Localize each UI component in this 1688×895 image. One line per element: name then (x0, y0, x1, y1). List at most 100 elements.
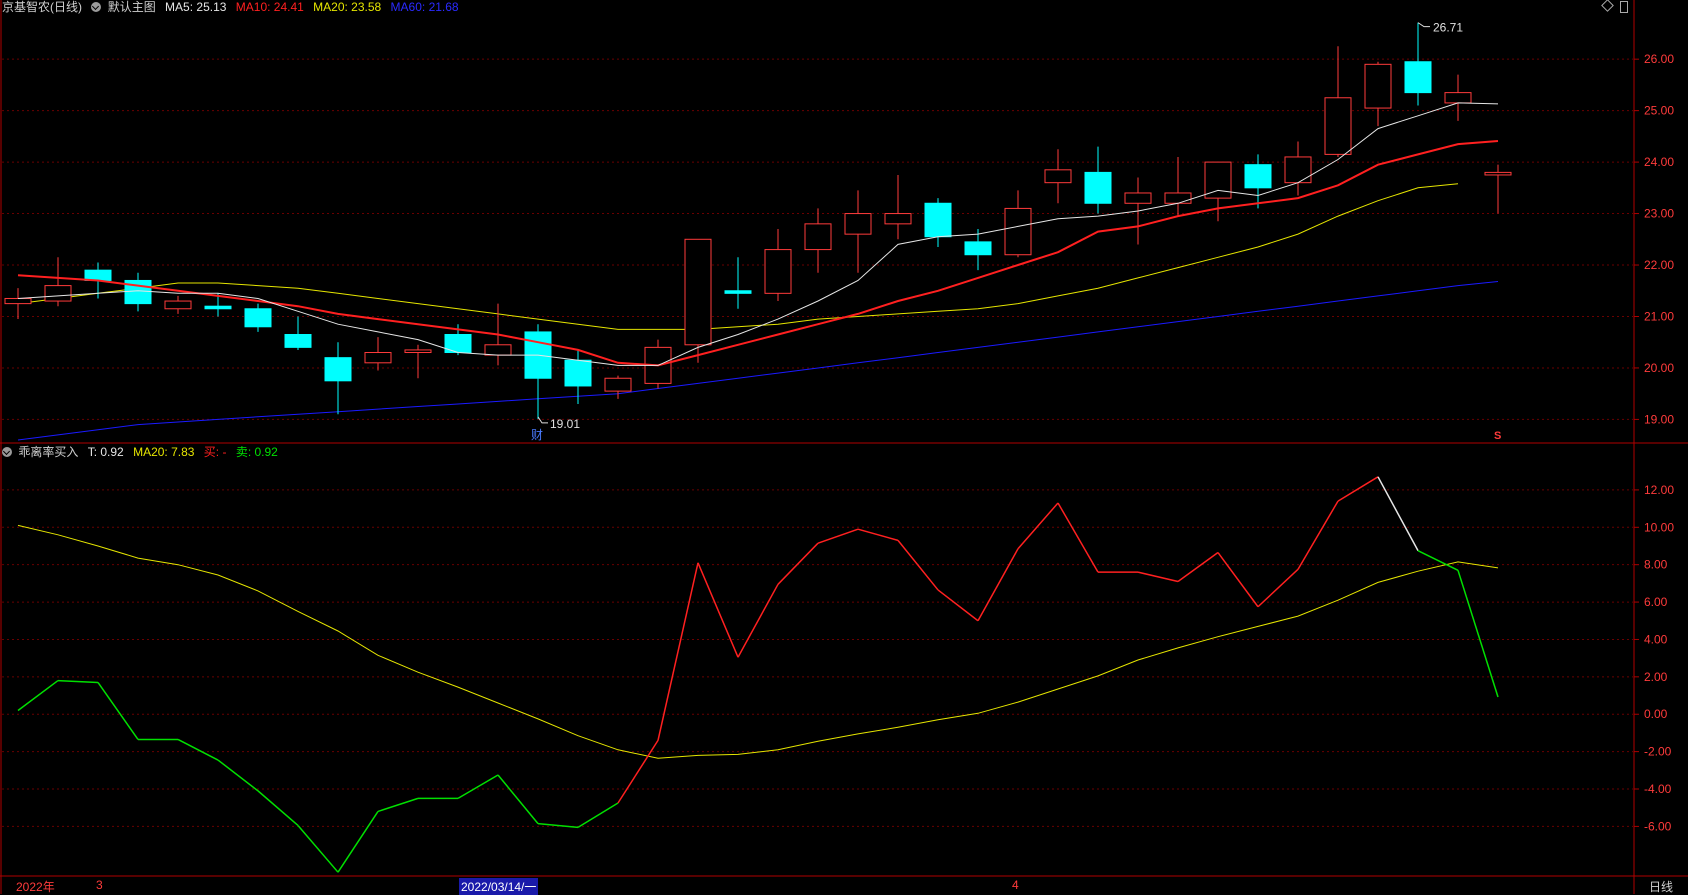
t-line-segment (977, 548, 1019, 622)
y-tick-label: 19.00 (1644, 412, 1674, 426)
t-line-segment (497, 774, 539, 825)
t-line-segment (737, 583, 779, 658)
candle-body (1084, 171, 1112, 204)
candle-body (284, 334, 312, 348)
t-line-segment (1217, 552, 1259, 608)
candle-body (204, 305, 232, 310)
y-tick-label: -4.00 (1644, 782, 1672, 796)
candle-body (1484, 171, 1512, 176)
t-line-segment (1137, 571, 1179, 583)
finance-event-icon: 财 (531, 428, 543, 442)
candle-body (1044, 169, 1072, 184)
candle-body (364, 352, 392, 364)
t-line-segment (377, 797, 419, 813)
ma5-line (17, 102, 1499, 366)
candle (284, 316, 312, 350)
t-line-segment (1377, 476, 1419, 552)
candle-body (324, 357, 352, 382)
y-tick-label: 12.00 (1644, 483, 1674, 497)
t-line-segment (297, 824, 339, 873)
t-line-segment (257, 790, 299, 827)
period-label[interactable]: 日线 (1649, 880, 1674, 894)
candle (244, 303, 272, 332)
candle (324, 342, 352, 415)
t-line-segment (697, 562, 739, 658)
month-mar-label: 3 (96, 878, 103, 892)
low-price-label: 19.01 (550, 417, 580, 431)
t-line-segment (897, 539, 939, 591)
candle (564, 349, 592, 404)
candle (1484, 164, 1512, 214)
t-line-segment (457, 774, 499, 800)
ma10-value: MA10: 24.41 (235, 0, 304, 14)
t-line-segment (97, 682, 139, 740)
candle (804, 208, 832, 273)
y-tick-label: 4.00 (1644, 632, 1668, 646)
template-label[interactable]: 默认主图 (107, 0, 156, 14)
t-line-segment (1017, 502, 1059, 550)
candle-body (844, 213, 872, 235)
ma20-osc-value: MA20: 7.83 (133, 445, 195, 459)
y-tick-label: 20.00 (1644, 361, 1674, 375)
candle-body (884, 213, 912, 225)
ma20-line (17, 183, 1459, 330)
y-tick-label: 8.00 (1644, 558, 1668, 572)
candle (124, 272, 152, 312)
t-line-segment (177, 738, 219, 761)
t-line-segment (1337, 476, 1379, 502)
t-line-segment (537, 822, 579, 829)
candle (1284, 141, 1312, 196)
candle-body (44, 285, 72, 302)
t-line-segment (17, 679, 59, 712)
y-tick-label: 25.00 (1644, 104, 1674, 118)
candle (604, 375, 632, 399)
candle-body (804, 223, 832, 251)
indicator-dropdown-icon[interactable] (2, 447, 12, 457)
indicator-title[interactable]: 乖离率买入 (18, 445, 79, 459)
candle-body (1404, 61, 1432, 94)
template-dropdown-icon[interactable] (91, 2, 102, 12)
stock-title[interactable]: 京基智农(日线) (2, 0, 82, 14)
month-apr-label: 4 (1012, 878, 1019, 892)
candle-body (564, 359, 592, 387)
t-line-segment (617, 740, 659, 804)
ma60-line (17, 281, 1499, 441)
year-label: 2022年 (16, 880, 55, 894)
y-tick-label: -6.00 (1644, 819, 1672, 833)
candle-body (1284, 156, 1312, 184)
candle (964, 229, 992, 271)
candle-body (1244, 164, 1272, 189)
candle (4, 288, 32, 320)
candle (924, 198, 952, 248)
candle-body (1364, 63, 1392, 109)
main-header: 京基智农(日线) 默认主图 MA5: 25.13 MA10: 24.41 MA2… (2, 0, 465, 14)
candle-body (1204, 161, 1232, 199)
candle-body (4, 297, 32, 305)
candle (164, 295, 192, 314)
candle (764, 229, 792, 302)
candle-body (924, 202, 952, 238)
ma60-value: MA60: 21.68 (390, 0, 459, 14)
candle (884, 174, 912, 240)
s-signal-icon: S (1494, 430, 1501, 442)
candle (1244, 154, 1272, 209)
y-tick-label: 24.00 (1644, 155, 1674, 169)
y-tick-label: 2.00 (1644, 670, 1668, 684)
y-tick-label: 0.00 (1644, 707, 1668, 721)
candle (524, 324, 552, 419)
candle-body (764, 249, 792, 294)
panel-toggle-icon[interactable] (1620, 1, 1628, 13)
y-tick-label: 22.00 (1644, 258, 1674, 272)
t-line-segment (57, 679, 99, 684)
candle-body (1324, 97, 1352, 155)
candle-body (604, 377, 632, 392)
candle (1044, 149, 1072, 204)
candle-body (964, 241, 992, 256)
t-line-segment (777, 542, 819, 585)
candle (724, 257, 752, 309)
y-tick-label: 21.00 (1644, 309, 1674, 323)
candle (844, 190, 872, 273)
t-line-segment (337, 811, 379, 873)
